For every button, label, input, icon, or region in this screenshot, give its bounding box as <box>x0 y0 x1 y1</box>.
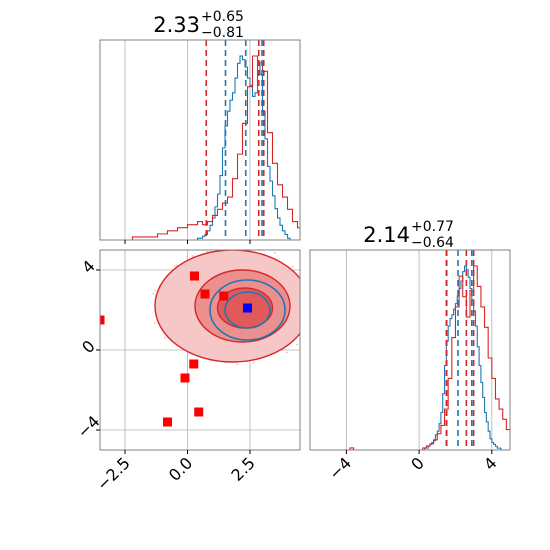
bottom-left-xtick-label: 0.0 <box>165 453 196 484</box>
bottom-right-title-minus: −0.64 <box>411 235 454 251</box>
bottom-left-yticks: 4 0 −4 <box>73 256 103 441</box>
bottom-right-title-plus: +0.77 <box>411 219 454 235</box>
bottom-right-xticks: −4 0 4 <box>325 450 501 484</box>
top-left-ticks <box>124 240 251 244</box>
bottom-left-sample-point <box>186 255 189 258</box>
bottom-left-panel: −2.5 0.0 2.5 4 0 −4 <box>73 246 313 494</box>
bottom-left-sample-point <box>173 265 176 268</box>
bottom-left-red-marker <box>100 315 105 325</box>
bottom-left-sample-point <box>154 289 157 292</box>
bottom-left-red-marker <box>200 289 210 299</box>
bottom-left-sample-point <box>236 363 238 366</box>
bottom-left-red-marker <box>180 373 190 383</box>
bottom-left-ytick-label: 0 <box>78 336 99 357</box>
bottom-left-sample-point <box>296 343 298 346</box>
bottom-left-red-marker <box>194 407 204 417</box>
bottom-right-histograms <box>346 265 510 450</box>
bottom-left-sample-point <box>153 322 156 324</box>
bottom-right-xtick-label: 0 <box>407 453 428 474</box>
bottom-left-sample-point <box>292 265 294 268</box>
bottom-right-xtick-label: −4 <box>325 453 355 483</box>
bottom-left-sample-point <box>225 246 227 248</box>
bottom-right-frame <box>309 249 511 451</box>
bottom-left-sample-point <box>311 327 313 329</box>
bottom-right-panel: 2.14 +0.77 −0.64 −4 0 4 <box>309 219 511 484</box>
bottom-left-red-marker <box>163 417 172 427</box>
bottom-left-sample-point <box>304 279 306 281</box>
bottom-left-blue-contour <box>209 279 286 341</box>
bottom-left-sample-point <box>163 336 166 339</box>
bottom-left-sample-point <box>191 255 194 257</box>
bottom-left-xticks: −2.5 0.0 2.5 <box>93 450 259 494</box>
bottom-left-xtick-label: 2.5 <box>227 453 258 484</box>
bottom-left-red-marker <box>190 271 199 281</box>
bottom-right-grid <box>345 250 493 450</box>
bottom-left-sample-point <box>152 292 155 295</box>
bottom-left-blue-marker <box>243 303 252 313</box>
bottom-right-red-histogram <box>346 265 510 450</box>
top-left-title-minus: −0.81 <box>201 25 244 41</box>
bottom-left-sample-point <box>305 273 307 275</box>
top-left-red-histogram <box>131 55 300 240</box>
bottom-left-red-marker <box>189 359 199 369</box>
top-left-title-value: 2.33 <box>153 13 200 37</box>
bottom-right-title-value: 2.14 <box>363 223 410 247</box>
bottom-left-density <box>100 246 313 427</box>
bottom-left-xtick-label: −2.5 <box>93 453 134 494</box>
top-left-histograms <box>131 55 300 240</box>
bottom-left-red-marker <box>219 291 229 301</box>
bottom-left-sample-point <box>286 351 288 354</box>
bottom-left-sample-point <box>305 277 307 279</box>
bottom-right-quantile-lines <box>445 250 475 450</box>
bottom-left-sample-point <box>304 330 306 332</box>
bottom-right-xtick-label: 4 <box>480 453 501 474</box>
top-left-quantile-lines <box>205 40 265 240</box>
top-left-frame <box>99 39 301 241</box>
top-left-grid <box>124 40 251 240</box>
bottom-left-sample-point <box>303 278 305 280</box>
bottom-left-sample-point <box>301 286 303 288</box>
bottom-left-ytick-label: −4 <box>73 412 103 442</box>
bottom-left-sample-point <box>274 252 276 254</box>
bottom-left-sample-point <box>307 302 309 304</box>
bottom-left-sample-point <box>252 361 255 364</box>
top-left-title-plus: +0.65 <box>201 9 244 25</box>
top-left-panel: 2.33 +0.65 −0.81 <box>99 9 301 244</box>
bottom-left-ytick-label: 4 <box>78 256 99 277</box>
bottom-left-blue-contour <box>224 291 271 329</box>
